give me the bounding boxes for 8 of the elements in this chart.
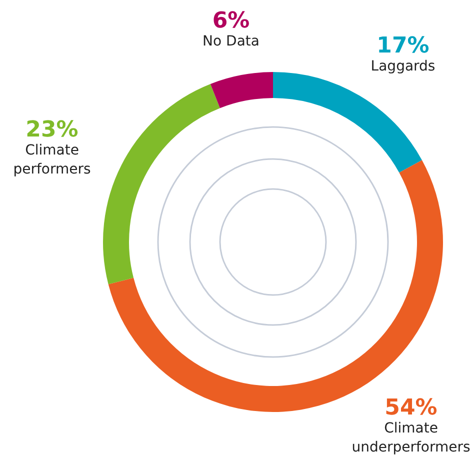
data-label: 6% [212,8,250,34]
data-label: 54% [384,396,438,421]
data-label: 23% [26,118,78,143]
slice-label: Laggards [370,58,436,75]
slice-label: Climate performers [13,142,91,178]
data-label: 17% [376,34,430,59]
slice-label: No Data [202,34,260,50]
slice-label: Climate underperformers [352,420,470,456]
